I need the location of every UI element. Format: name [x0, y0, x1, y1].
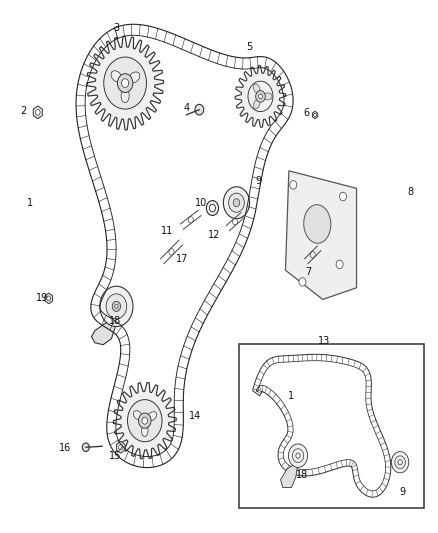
- Ellipse shape: [254, 99, 260, 109]
- Circle shape: [347, 377, 360, 393]
- Text: 2: 2: [20, 106, 27, 116]
- Polygon shape: [281, 462, 298, 488]
- Text: 16: 16: [59, 443, 71, 453]
- Text: 5: 5: [247, 43, 253, 52]
- Ellipse shape: [129, 72, 140, 83]
- Circle shape: [117, 74, 133, 93]
- Text: 6: 6: [303, 108, 309, 118]
- Ellipse shape: [350, 386, 353, 391]
- Text: 4: 4: [183, 103, 189, 113]
- Polygon shape: [117, 441, 125, 453]
- Circle shape: [142, 417, 148, 424]
- Polygon shape: [258, 365, 300, 415]
- Circle shape: [292, 449, 304, 463]
- Polygon shape: [286, 171, 357, 300]
- Circle shape: [299, 278, 306, 286]
- Text: 9: 9: [399, 487, 405, 497]
- Circle shape: [288, 444, 307, 467]
- Text: 18: 18: [109, 316, 121, 326]
- Ellipse shape: [121, 88, 129, 103]
- Circle shape: [127, 400, 162, 442]
- Text: 9: 9: [255, 176, 261, 187]
- Circle shape: [248, 81, 273, 111]
- Circle shape: [209, 204, 215, 212]
- Circle shape: [339, 192, 346, 201]
- Circle shape: [395, 456, 405, 469]
- Circle shape: [351, 382, 356, 388]
- Circle shape: [104, 57, 146, 109]
- Ellipse shape: [274, 392, 279, 400]
- Circle shape: [195, 104, 204, 115]
- Text: 19: 19: [36, 293, 48, 303]
- Circle shape: [82, 443, 89, 451]
- Text: 10: 10: [195, 198, 208, 208]
- Polygon shape: [235, 66, 286, 127]
- Text: 14: 14: [189, 411, 201, 422]
- Text: 11: 11: [160, 226, 173, 236]
- Ellipse shape: [274, 379, 279, 387]
- Bar: [239, 344, 424, 508]
- Text: 18: 18: [296, 471, 308, 480]
- Circle shape: [229, 193, 244, 212]
- Ellipse shape: [111, 71, 122, 82]
- Polygon shape: [87, 36, 163, 130]
- Text: 3: 3: [113, 23, 120, 34]
- Circle shape: [391, 451, 409, 473]
- Polygon shape: [113, 383, 176, 459]
- Ellipse shape: [282, 387, 289, 393]
- Circle shape: [138, 413, 151, 429]
- Circle shape: [336, 260, 343, 269]
- Circle shape: [119, 445, 123, 450]
- Circle shape: [353, 384, 355, 386]
- Ellipse shape: [141, 425, 148, 437]
- Circle shape: [106, 294, 127, 319]
- Text: 17: 17: [176, 254, 188, 263]
- Ellipse shape: [134, 410, 142, 420]
- Circle shape: [398, 459, 402, 465]
- Circle shape: [278, 388, 281, 392]
- Text: 1: 1: [287, 391, 293, 401]
- Circle shape: [290, 181, 297, 189]
- Circle shape: [276, 385, 283, 394]
- Polygon shape: [92, 312, 118, 345]
- Circle shape: [258, 94, 262, 99]
- Ellipse shape: [350, 378, 353, 383]
- Text: 1: 1: [27, 198, 33, 208]
- Circle shape: [233, 199, 240, 207]
- Text: 7: 7: [305, 267, 311, 277]
- Text: 8: 8: [407, 187, 413, 197]
- Ellipse shape: [304, 205, 331, 243]
- Circle shape: [223, 187, 250, 219]
- Text: 12: 12: [208, 230, 221, 240]
- Circle shape: [296, 453, 300, 458]
- Ellipse shape: [254, 84, 260, 94]
- Polygon shape: [312, 111, 318, 119]
- Circle shape: [35, 109, 40, 115]
- Circle shape: [122, 79, 129, 87]
- Circle shape: [314, 114, 316, 117]
- Circle shape: [269, 377, 290, 402]
- Text: 13: 13: [318, 336, 330, 346]
- Circle shape: [256, 91, 265, 102]
- Polygon shape: [45, 293, 53, 304]
- Circle shape: [112, 301, 120, 311]
- Ellipse shape: [355, 383, 360, 386]
- Text: 15: 15: [110, 451, 122, 461]
- Polygon shape: [341, 369, 367, 400]
- Circle shape: [100, 286, 133, 327]
- Polygon shape: [33, 106, 42, 119]
- Ellipse shape: [148, 411, 157, 421]
- Circle shape: [47, 296, 51, 301]
- Ellipse shape: [263, 93, 272, 100]
- Circle shape: [206, 200, 219, 215]
- Circle shape: [115, 304, 118, 309]
